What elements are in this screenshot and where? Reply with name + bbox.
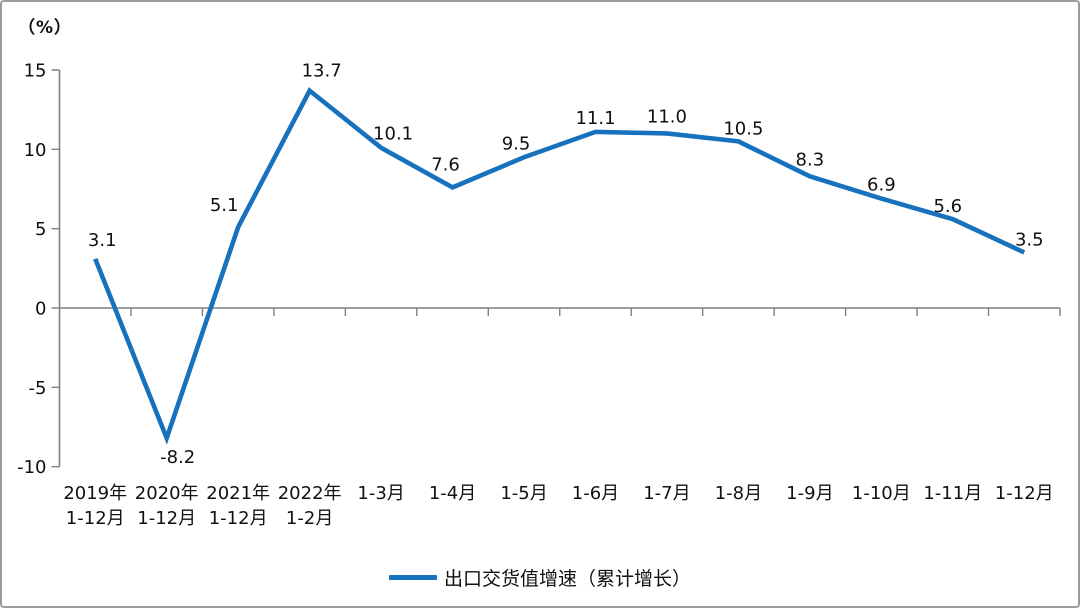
data-label: 3.1 [88,230,117,251]
x-axis-category-label: 1-12月 [66,508,125,529]
x-axis-category-label: 2021年 [206,483,270,504]
data-label: 13.7 [302,61,342,82]
x-axis-category-label: 1-3月 [357,483,404,504]
data-label: 10.1 [373,124,413,145]
x-axis-category-label: 1-12月 [209,508,268,529]
y-axis-tick-label: 0 [35,299,46,320]
data-label: 8.3 [796,149,825,170]
data-label: 5.1 [210,195,239,216]
data-label: -8.2 [160,447,195,468]
legend-line-swatch [388,574,437,580]
x-axis-category-label: 1-12月 [995,483,1054,504]
legend: 出口交货值增速（累计增长） [2,564,1078,590]
y-axis-tick-label: 5 [35,219,46,240]
y-axis-tick-label: -5 [29,378,47,399]
x-axis-category-label: 1-6月 [572,483,619,504]
x-axis-category-label: 1-9月 [786,483,833,504]
y-axis-tick-label: 15 [24,61,47,82]
x-axis-category-label: 2019年 [63,483,127,504]
x-axis-category-label: 1-2月 [286,508,333,529]
x-axis-category-label: 1-4月 [429,483,476,504]
data-label: 10.5 [723,118,763,139]
x-axis-category-label: 2020年 [135,483,199,504]
x-axis-category-label: 1-7月 [643,483,690,504]
data-label: 7.6 [431,154,460,175]
legend-label: 出口交货值增速（累计增长） [443,567,691,590]
data-label: 5.6 [933,196,962,217]
data-label: 9.5 [502,133,531,154]
x-axis-category-label: 1-12月 [137,508,196,529]
x-axis-category-label: 1-5月 [500,483,547,504]
x-axis-category-label: 2022年 [278,483,342,504]
data-label: 11.0 [647,106,687,127]
data-label: 3.5 [1015,229,1044,250]
y-axis-unit-label: （%） [18,18,73,38]
data-label: 6.9 [867,175,896,196]
x-axis-category-label: 1-10月 [852,483,911,504]
data-label: 11.1 [575,108,615,129]
data-line [93,87,1026,445]
x-axis-category-label: 1-8月 [715,483,762,504]
y-axis-tick-label: 10 [24,140,47,161]
x-axis-category-label: 1-11月 [923,483,982,504]
y-axis-tick-label: -10 [17,457,46,478]
